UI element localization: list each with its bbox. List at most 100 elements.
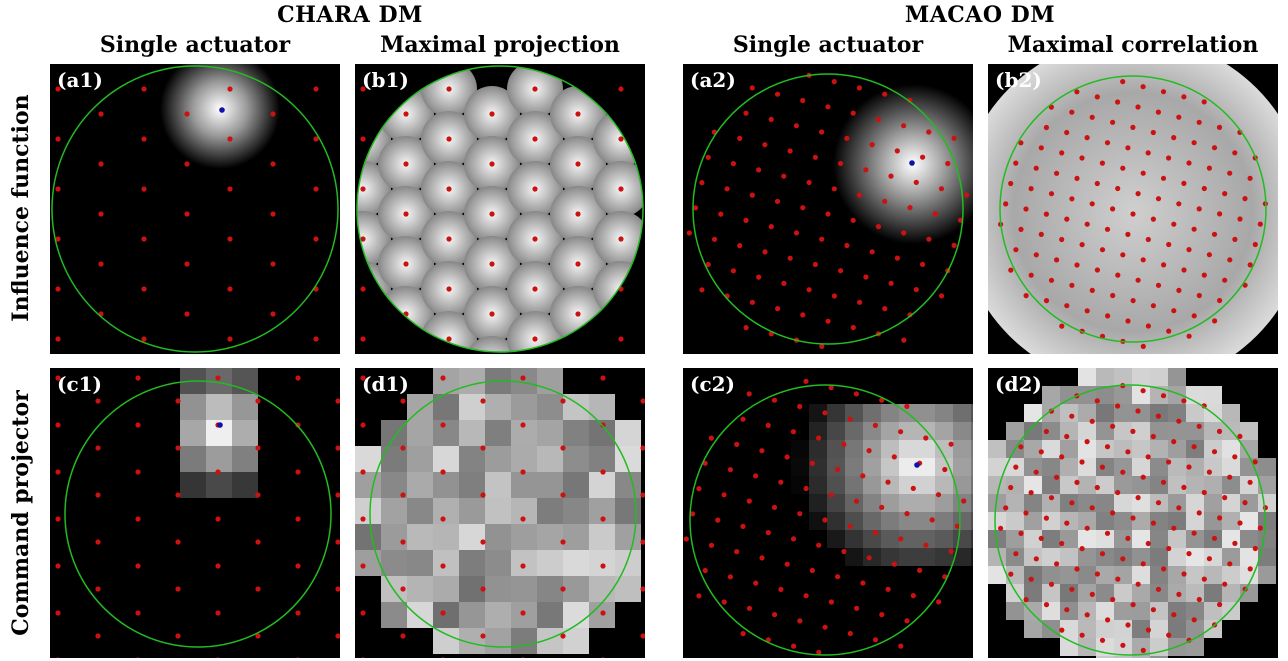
actuator-dot	[1166, 328, 1172, 334]
actuator-dot	[560, 633, 566, 639]
actuator-dot	[1059, 150, 1065, 156]
actuator-dot	[215, 516, 221, 522]
actuator-dot	[872, 422, 878, 428]
projector-pixel	[1024, 458, 1042, 476]
actuator-dot	[560, 445, 566, 451]
projector-pixel	[1006, 494, 1024, 512]
projector-pixel	[1024, 566, 1042, 584]
actuator-dot	[1217, 601, 1223, 608]
projector-pixel	[881, 422, 899, 440]
projector-pixel	[1096, 584, 1114, 602]
projector-pixel	[881, 458, 899, 476]
actuator-dot	[1211, 231, 1218, 237]
projector-pixel	[1060, 566, 1078, 584]
projector-pixel	[1186, 404, 1204, 422]
actuator-dot	[1216, 124, 1223, 130]
actuator-dot	[1206, 165, 1212, 171]
pupil-circle	[692, 73, 964, 345]
projector-pixel	[1222, 530, 1240, 548]
actuator-dot	[888, 280, 894, 286]
actuator-dot	[1008, 571, 1014, 577]
actuator-dot	[1038, 231, 1044, 237]
actuator-dot	[765, 530, 771, 536]
actuator-dot	[913, 287, 919, 293]
projector-pixel	[863, 548, 881, 566]
projector-pixel	[917, 548, 935, 566]
actuator-dot	[440, 469, 446, 475]
projector-pixel	[1150, 656, 1168, 658]
selected-actuator-dot	[914, 462, 920, 468]
projector-pixel	[1096, 620, 1114, 638]
actuator-dot	[446, 186, 452, 192]
projector-pixel	[971, 512, 973, 530]
actuator-dot	[335, 633, 340, 639]
actuator-dot	[1115, 99, 1121, 105]
projector-pixel	[1006, 566, 1024, 584]
actuator-dot	[227, 186, 233, 192]
projector-pixel	[511, 524, 537, 550]
actuator-dot	[1110, 423, 1116, 429]
actuator-dot	[869, 142, 875, 148]
projector-pixel	[407, 472, 433, 498]
actuator-dot	[1018, 530, 1024, 536]
projector-pixel	[433, 472, 459, 498]
actuator-dot	[1217, 297, 1223, 304]
actuator-dot	[1140, 343, 1146, 349]
actuator-dot	[295, 563, 301, 569]
projector-pixel	[1258, 458, 1276, 476]
projector-pixel	[1222, 512, 1240, 530]
actuator-dot	[1176, 418, 1182, 424]
actuator-dot	[1089, 418, 1095, 424]
actuator-dot	[841, 548, 847, 555]
projector-pixel	[615, 472, 641, 498]
projector-pixel	[563, 550, 589, 576]
actuator-dot	[1191, 140, 1197, 146]
actuator-dot	[882, 198, 888, 204]
projector-pixel	[433, 498, 459, 524]
actuator-dot	[740, 523, 746, 529]
actuator-dot	[926, 129, 932, 135]
actuator-dot	[227, 86, 233, 92]
actuator-dot	[136, 657, 140, 658]
actuator-dot	[141, 86, 147, 92]
projector-pixel	[1132, 548, 1150, 566]
actuator-dot	[135, 516, 141, 522]
projector-pixel	[971, 440, 973, 458]
actuator-dot	[793, 123, 799, 129]
projector-pixel	[537, 498, 563, 524]
projector-pixel	[1060, 386, 1078, 404]
selected-actuator-dot	[219, 107, 225, 113]
actuator-dot	[1110, 206, 1116, 212]
actuator-dot	[759, 555, 765, 561]
actuator-dot	[440, 422, 446, 428]
projector-pixel	[1114, 368, 1132, 386]
actuator-dot	[1227, 561, 1233, 567]
actuator-dot	[964, 192, 970, 198]
actuator-dot	[1222, 495, 1228, 501]
actuator-dot	[575, 261, 581, 267]
actuator-dot	[1104, 226, 1111, 232]
actuator-dot	[1176, 505, 1182, 511]
projector-pixel	[917, 476, 935, 494]
projector-pixel	[433, 576, 459, 602]
actuator-dot	[1176, 287, 1182, 293]
actuator-dot	[480, 398, 486, 404]
projector-pixel	[563, 524, 589, 550]
actuator-dot	[95, 492, 101, 498]
panel-label: (b1)	[362, 68, 409, 92]
projector-pixel	[589, 576, 615, 602]
projector-pixel	[1150, 440, 1168, 458]
actuator-dot	[1181, 94, 1187, 100]
actuator-dot	[898, 643, 904, 649]
projector-pixel	[232, 394, 258, 420]
actuator-dot	[1110, 596, 1116, 603]
row-header-command: Command projector	[8, 390, 34, 636]
projector-pixel	[1204, 476, 1222, 494]
projector-pixel	[935, 512, 953, 530]
actuator-dot	[640, 398, 645, 404]
actuator-dot	[734, 549, 740, 555]
column-header-macao-maximal: Maximal correlation	[1007, 32, 1259, 58]
projector-pixel	[1042, 386, 1060, 404]
projector-pixel	[1222, 458, 1240, 476]
actuator-dot	[1074, 89, 1080, 95]
